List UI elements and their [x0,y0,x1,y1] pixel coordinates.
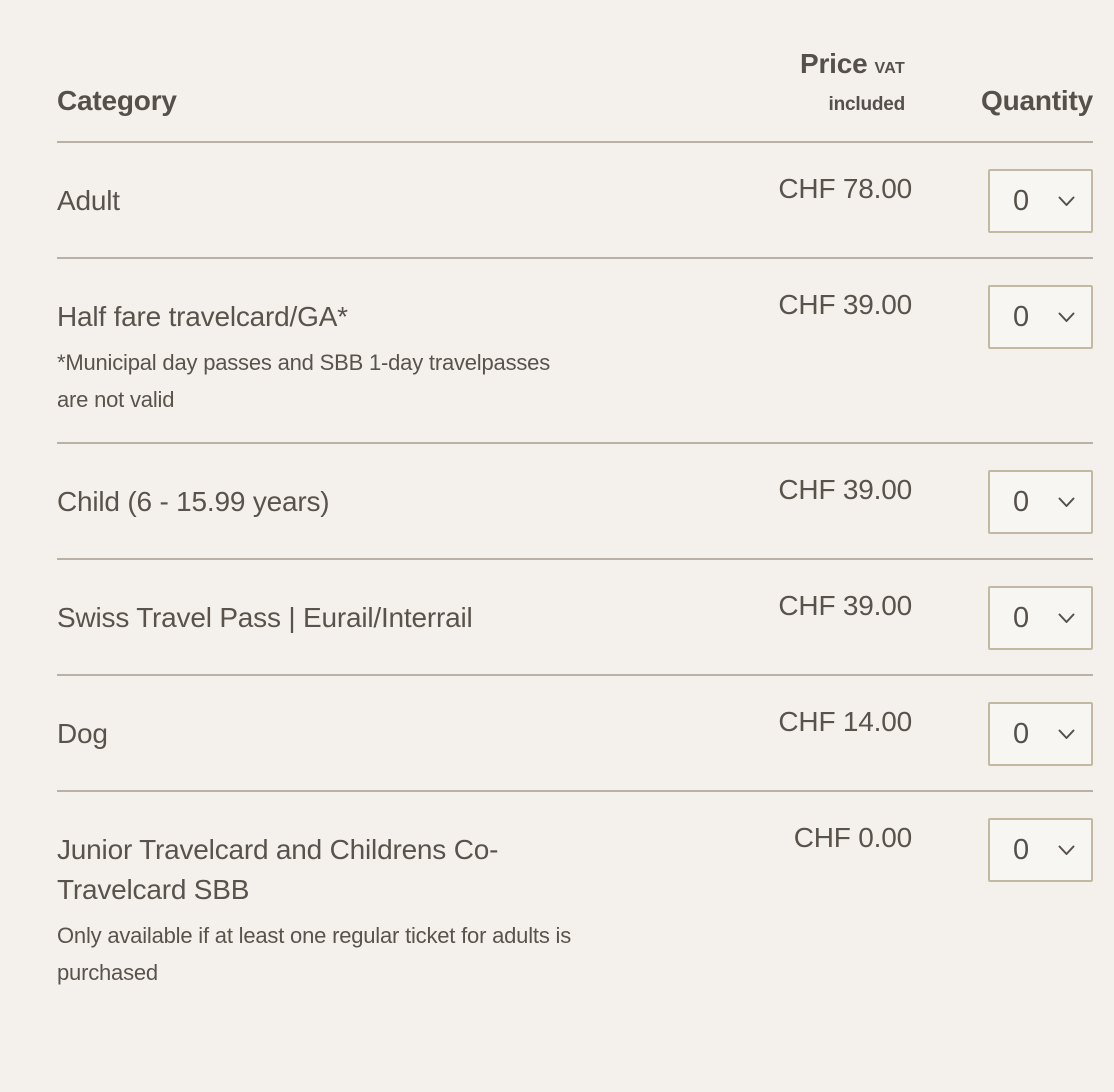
quantity-cell: 0 [988,586,1093,650]
price-cell: CHF 0.00 [652,818,912,858]
quantity-cell: 0 [988,818,1093,882]
quantity-value: 0 [1013,601,1030,634]
quantity-header-label: Quantity [981,85,1093,116]
quantity-select[interactable]: 0 [988,169,1093,233]
price-cell: CHF 39.00 [652,470,912,510]
quantity-cell: 0 [988,285,1093,349]
quantity-value: 0 [1013,300,1030,333]
quantity-select[interactable]: 0 [988,285,1093,349]
category-note: Only available if at least one regular t… [57,923,572,985]
quantity-value: 0 [1013,184,1030,217]
chevron-down-icon [1058,312,1075,322]
category-cell: Child (6 - 15.99 years) [57,470,652,522]
price-value: CHF 39.00 [778,474,912,505]
category-cell: Junior Travelcard and Childrens Co-Trave… [57,818,652,991]
price-value: CHF 78.00 [778,173,912,204]
price-value: CHF 14.00 [778,706,912,737]
price-header-label: Price VAT [645,48,905,85]
quantity-value: 0 [1013,717,1030,750]
chevron-down-icon [1058,729,1075,739]
quantity-cell: 0 [988,169,1093,233]
price-cell: CHF 78.00 [652,169,912,209]
header-cell-quantity: Quantity [981,85,1093,117]
quantity-select[interactable]: 0 [988,586,1093,650]
category-label: Child (6 - 15.99 years) [57,486,330,517]
category-cell: Half fare travelcard/GA* *Municipal day … [57,285,652,418]
category-label: Junior Travelcard and Childrens Co-Trave… [57,834,499,905]
category-label: Swiss Travel Pass | Eurail/Interrail [57,602,473,633]
header-cell-price: Price VAT included [645,48,905,117]
price-value: CHF 39.00 [778,590,912,621]
category-cell: Swiss Travel Pass | Eurail/Interrail [57,586,652,638]
table-row: Dog CHF 14.00 0 [57,676,1093,792]
header-cell-category: Category [57,85,645,117]
price-header-vat: VAT [874,60,906,77]
table-row: Junior Travelcard and Childrens Co-Trave… [57,792,1093,1015]
quantity-select[interactable]: 0 [988,702,1093,766]
category-cell: Dog [57,702,652,754]
quantity-value: 0 [1013,833,1030,866]
table-row: Half fare travelcard/GA* *Municipal day … [57,259,1093,444]
table-row: Adult CHF 78.00 0 [57,143,1093,259]
category-label: Adult [57,185,120,216]
category-label: Dog [57,718,108,749]
chevron-down-icon [1058,613,1075,623]
price-cell: CHF 14.00 [652,702,912,742]
quantity-value: 0 [1013,485,1030,518]
category-cell: Adult [57,169,652,221]
quantity-select[interactable]: 0 [988,818,1093,882]
price-value: CHF 0.00 [793,822,912,853]
price-cell: CHF 39.00 [652,285,912,325]
chevron-down-icon [1058,845,1075,855]
price-cell: CHF 39.00 [652,586,912,626]
category-label: Half fare travelcard/GA* [57,301,348,332]
table-header-row: Category Price VAT included Quantity [57,0,1093,143]
category-header-label: Category [57,85,177,116]
category-note: *Municipal day passes and SBB 1-day trav… [57,350,551,412]
quantity-cell: 0 [988,470,1093,534]
chevron-down-icon [1058,196,1075,206]
quantity-select[interactable]: 0 [988,470,1093,534]
price-value: CHF 39.00 [778,289,912,320]
table-body: Adult CHF 78.00 0 Half fare travelcard/G… [57,143,1093,1015]
price-header-word: Price [800,48,868,79]
table-row: Swiss Travel Pass | Eurail/Interrail CHF… [57,560,1093,676]
chevron-down-icon [1058,497,1075,507]
ticket-category-table: Category Price VAT included Quantity Adul… [57,0,1093,1015]
price-header-included: included [828,94,906,115]
table-row: Child (6 - 15.99 years) CHF 39.00 0 [57,444,1093,560]
quantity-cell: 0 [988,702,1093,766]
